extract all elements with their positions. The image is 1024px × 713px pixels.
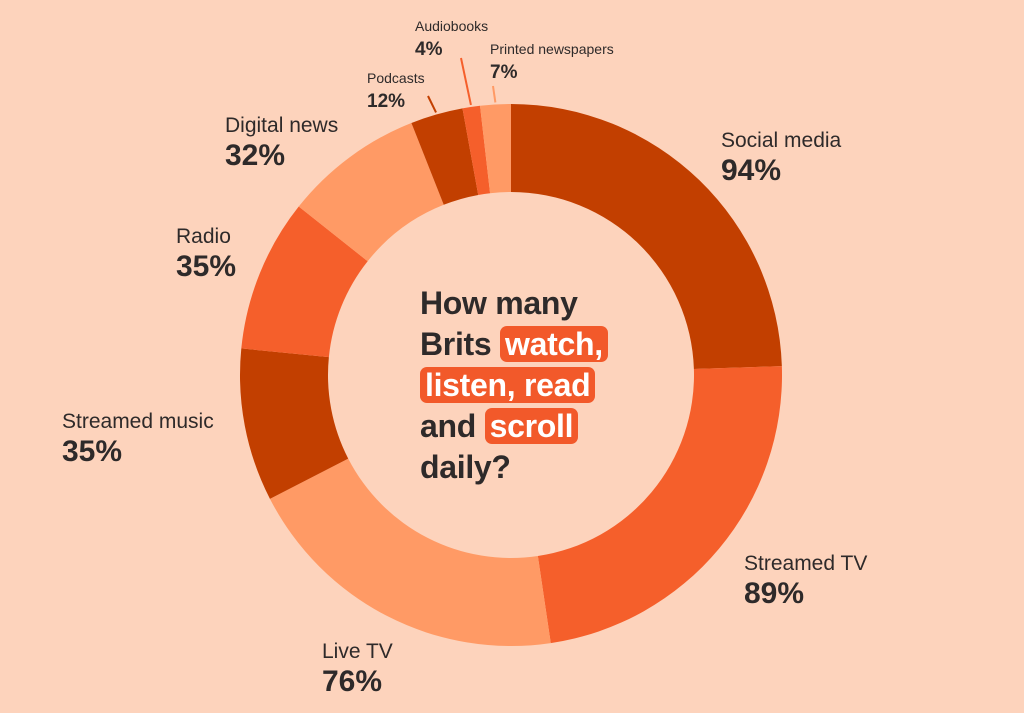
title-brits: Brits xyxy=(420,326,500,362)
title-line-3: listen, read xyxy=(420,365,660,406)
slice-value-printed-newspapers: 7% xyxy=(490,62,518,83)
slice-streamed-music xyxy=(239,348,349,499)
slice-value-streamed-tv: 89% xyxy=(744,577,804,610)
title-line-1: How many xyxy=(420,285,578,321)
slice-streamed-tv xyxy=(537,366,783,644)
title-line-4: and scroll xyxy=(420,406,660,447)
leader-lines xyxy=(427,57,497,113)
slice-podcasts xyxy=(411,108,479,205)
slice-value-radio: 35% xyxy=(176,250,236,283)
slice-label-podcasts: Podcasts xyxy=(367,70,425,86)
slice-value-audiobooks: 4% xyxy=(415,39,443,60)
leader-line-audiobooks xyxy=(460,57,472,106)
title-highlight-scroll: scroll xyxy=(484,408,579,444)
slice-radio xyxy=(241,206,368,358)
slice-value-streamed-music: 35% xyxy=(62,435,122,468)
slice-live-tv xyxy=(269,458,551,646)
title-line-5: daily? xyxy=(420,449,511,485)
slice-label-streamed-tv: Streamed TV xyxy=(744,552,867,575)
slice-label-streamed-music: Streamed music xyxy=(62,410,214,433)
slice-label-live-tv: Live TV xyxy=(322,640,393,663)
leader-line-podcasts xyxy=(427,95,437,113)
title-highlight-listen-read: listen, read xyxy=(420,367,596,403)
chart-title: How many Brits watch, listen, read and s… xyxy=(420,283,660,488)
title-line-2: Brits watch, xyxy=(420,324,660,365)
slice-label-digital-news: Digital news xyxy=(225,114,338,137)
slice-digital-news xyxy=(298,122,444,262)
slice-value-live-tv: 76% xyxy=(322,665,382,698)
slice-printed-newspapers xyxy=(480,104,511,194)
slice-value-social-media: 94% xyxy=(721,154,781,187)
slice-value-digital-news: 32% xyxy=(225,139,285,172)
donut-slices xyxy=(239,104,783,646)
slice-label-social-media: Social media xyxy=(721,129,842,152)
title-and: and xyxy=(420,408,485,444)
slice-social-media xyxy=(511,104,782,370)
slice-audiobooks xyxy=(462,105,491,195)
title-highlight-watch: watch, xyxy=(500,326,608,362)
slice-label-radio: Radio xyxy=(176,225,231,248)
slice-value-podcasts: 12% xyxy=(367,91,405,112)
leader-line-printed-newspapers xyxy=(492,85,497,103)
slice-label-printed-newspapers: Printed newspapers xyxy=(490,41,614,57)
slice-label-audiobooks: Audiobooks xyxy=(415,18,488,34)
